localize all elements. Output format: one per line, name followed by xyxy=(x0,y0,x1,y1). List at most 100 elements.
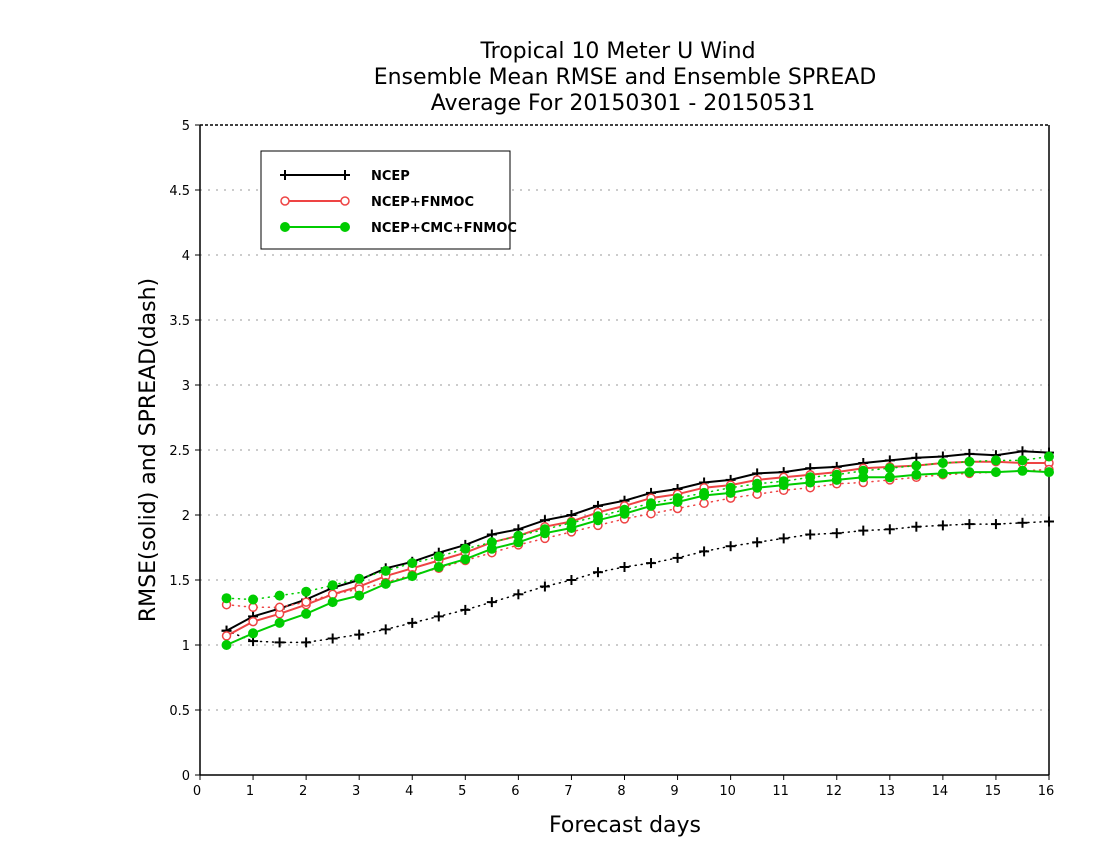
spread-point xyxy=(380,624,391,635)
x-tick-label: 5 xyxy=(458,784,466,799)
legend-label: NCEP+CMC+FNMOC xyxy=(371,221,517,236)
spread-point xyxy=(831,469,842,480)
y-tick-label: 3 xyxy=(182,379,190,394)
spread-point xyxy=(752,537,763,548)
spread-point xyxy=(672,493,683,504)
spread-point xyxy=(805,529,816,540)
x-tick-label: 14 xyxy=(932,784,949,799)
y-axis-label: RMSE(solid) and SPREAD(dash) xyxy=(136,278,161,622)
spread-point xyxy=(301,597,311,607)
legend-marker-right xyxy=(340,196,350,206)
spread-point xyxy=(433,611,444,622)
spread-point xyxy=(778,476,789,487)
spread-point xyxy=(274,602,285,613)
spread-point xyxy=(911,460,922,471)
series-1 xyxy=(221,446,1054,648)
y-tick-label: 2.5 xyxy=(169,444,190,459)
x-tick-label: 6 xyxy=(511,784,519,799)
spread-line xyxy=(225,468,1050,609)
legend-marker-left xyxy=(280,222,290,232)
spread-point xyxy=(964,456,975,467)
x-tick-label: 0 xyxy=(193,784,201,799)
spread-point xyxy=(964,519,975,530)
spread-point xyxy=(937,458,948,468)
spread-point xyxy=(884,463,895,474)
spread-point xyxy=(725,541,736,552)
rmse-point xyxy=(937,468,948,479)
spread-point xyxy=(592,567,603,578)
x-tick-label: 15 xyxy=(985,784,1002,799)
rmse-point xyxy=(433,562,444,572)
spread-point xyxy=(646,558,657,569)
rmse-point xyxy=(407,571,418,582)
spread-point xyxy=(699,546,710,557)
series-layer xyxy=(221,446,1054,650)
spread-point xyxy=(301,637,312,648)
rmse-point xyxy=(911,469,922,480)
spread-point xyxy=(407,558,418,569)
spread-point xyxy=(301,586,312,597)
spread-point xyxy=(990,455,1001,466)
spread-point xyxy=(699,487,710,498)
rmse-point xyxy=(964,467,975,478)
spread-point xyxy=(592,511,603,522)
rmse-line xyxy=(226,460,1049,637)
spread-point xyxy=(433,551,444,562)
rmse-point xyxy=(1017,465,1028,476)
y-tick-label: 1.5 xyxy=(169,574,190,589)
spread-point xyxy=(566,575,577,585)
rmse-point xyxy=(354,590,365,601)
legend-entry: NCEP xyxy=(280,169,410,184)
chart-title: Tropical 10 Meter U Wind Ensemble Mean R… xyxy=(374,39,877,116)
spread-point xyxy=(752,478,763,489)
spread-point xyxy=(327,633,338,644)
spread-point xyxy=(1017,455,1028,466)
spread-point xyxy=(911,521,922,532)
spread-point xyxy=(274,590,285,601)
spread-point xyxy=(513,589,524,600)
spread-point xyxy=(460,543,471,554)
spread-point xyxy=(566,517,577,528)
legend-label: NCEP xyxy=(371,169,410,184)
x-tick-label: 3 xyxy=(352,784,360,799)
y-tick-label: 3.5 xyxy=(169,314,190,329)
y-tick-label: 0 xyxy=(182,769,190,784)
y-tick-label: 5 xyxy=(182,119,190,134)
x-tick-label: 13 xyxy=(879,784,896,799)
spread-point xyxy=(513,530,524,541)
title-line-1: Tropical 10 Meter U Wind xyxy=(479,39,755,64)
spread-point xyxy=(1017,517,1028,528)
spread-point xyxy=(858,465,869,476)
spread-point xyxy=(805,472,816,483)
y-tick-label: 0.5 xyxy=(169,704,190,719)
spread-point xyxy=(221,593,232,604)
x-tick-label: 9 xyxy=(670,784,678,799)
spread-point xyxy=(274,637,285,648)
legend-entry: NCEP+FNMOC xyxy=(280,195,474,210)
rmse-point xyxy=(248,616,258,627)
spread-point xyxy=(646,498,657,509)
rmse-point xyxy=(221,631,232,641)
spread-point xyxy=(460,604,471,615)
series-3 xyxy=(221,451,1054,650)
rmse-point xyxy=(990,467,1001,478)
legend-entry: NCEP+CMC+FNMOC xyxy=(280,221,517,236)
spread-point xyxy=(1044,516,1054,527)
rmse-point xyxy=(274,617,285,628)
rmse-point xyxy=(460,554,471,565)
y-tick-label: 1 xyxy=(182,639,190,654)
spread-point xyxy=(672,552,683,563)
spread-point xyxy=(831,528,842,539)
y-tick-labels: 0 0.5 1 1.5 2 2.5 3 3.5 4 4.5 5 xyxy=(169,119,200,784)
x-tick-label: 2 xyxy=(299,784,307,799)
rmse-point xyxy=(248,628,259,639)
rmse-point xyxy=(380,578,391,589)
spread-point xyxy=(1044,451,1054,462)
legend-marker-left xyxy=(280,170,290,180)
x-tick-label: 4 xyxy=(405,784,413,799)
legend-marker-left xyxy=(280,196,290,206)
spread-point xyxy=(486,537,497,548)
spread-point xyxy=(646,508,656,519)
spread-point xyxy=(407,617,418,628)
